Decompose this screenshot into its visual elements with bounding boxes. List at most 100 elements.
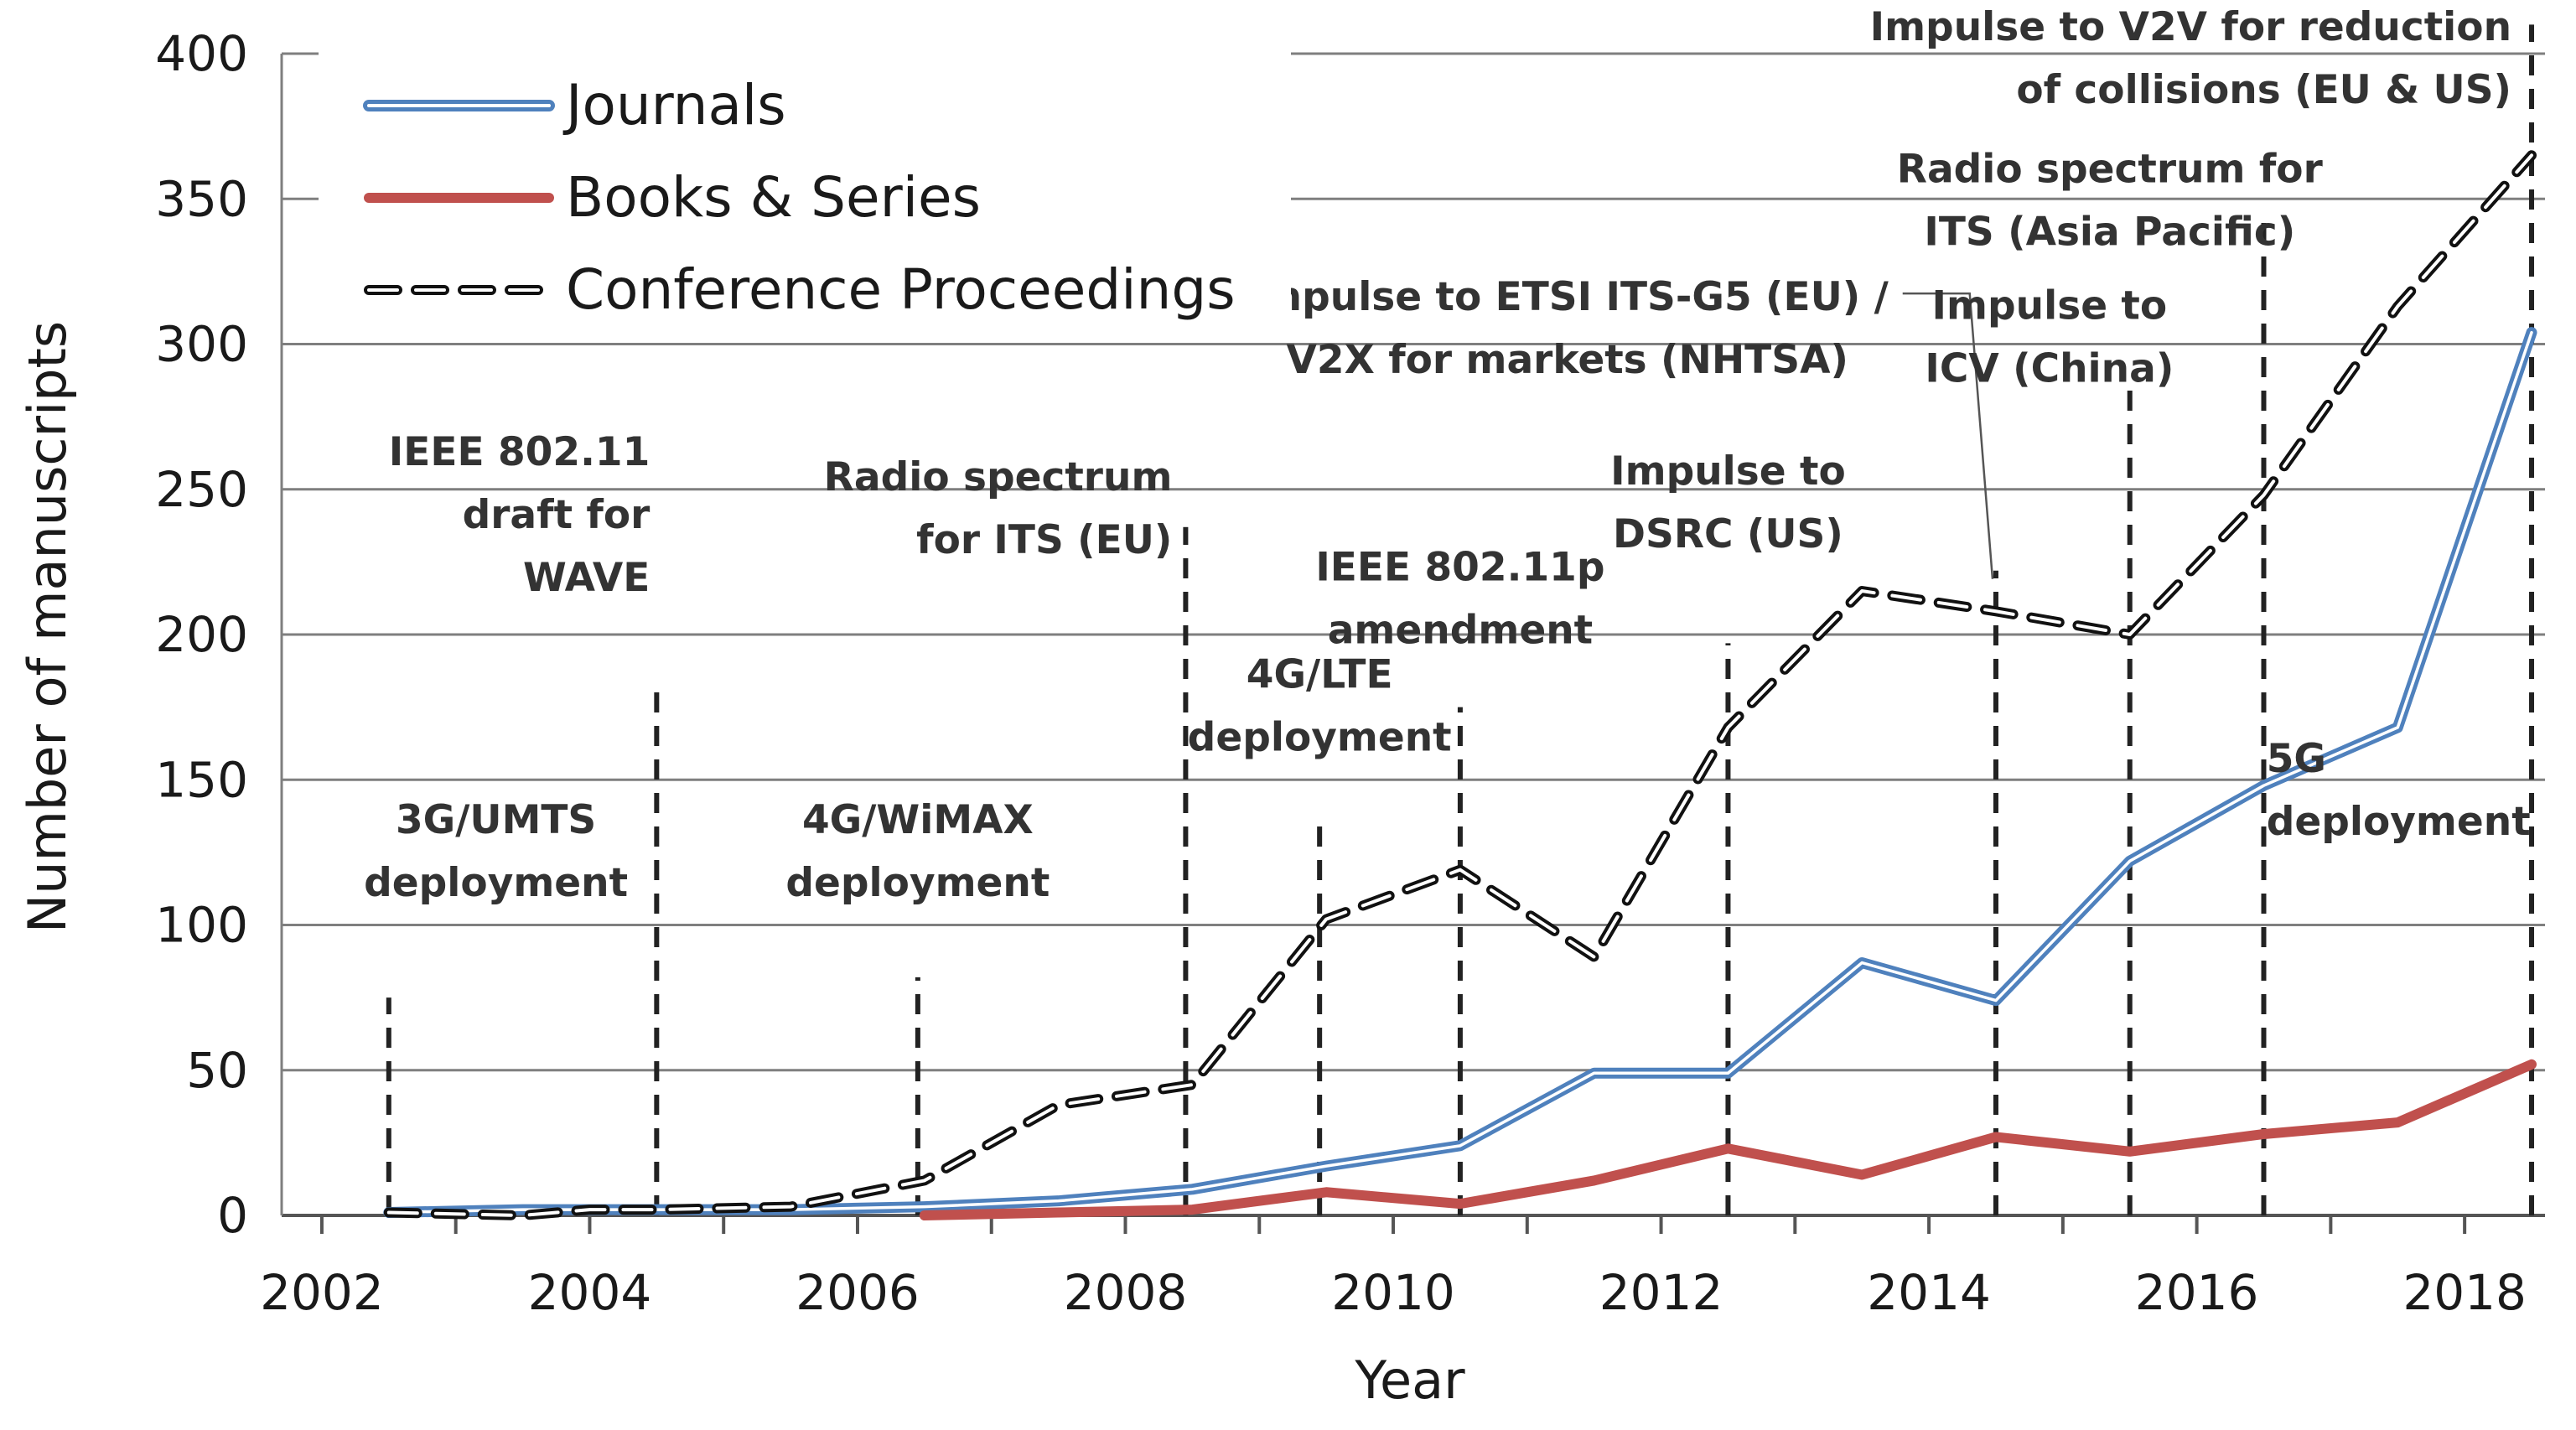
y-tick-label: 250 (155, 461, 248, 518)
data-point (1591, 1177, 1598, 1184)
data-point (1323, 1189, 1329, 1195)
event-label: 5G (2267, 736, 2326, 782)
event-label: of collisions (EU & US) (2016, 67, 2511, 113)
series-layer (383, 150, 2537, 1220)
legend-label-books: Books & Series (566, 165, 981, 230)
data-point (1323, 916, 1329, 923)
event-label: 3G/UMTS (396, 797, 596, 843)
data-point (1858, 588, 1865, 594)
data-point (1189, 1206, 1195, 1213)
event-label: for ITS (EU) (916, 517, 1172, 563)
event-label: deployment (1188, 715, 1452, 761)
x-axis-title: Year (1354, 1350, 1465, 1411)
event-label: V2X for markets (NHTSA) (1287, 337, 1848, 383)
legend-label-journals: Journals (562, 73, 786, 137)
data-point (1189, 1081, 1195, 1088)
event-label: Impulse to V2V for reduction (1870, 4, 2511, 50)
data-point (1591, 1070, 1598, 1076)
data-point (921, 1204, 928, 1210)
legend-label-conferences: Conference Proceedings (566, 257, 1236, 322)
axis-layer: 0 50 100 150 200 250 300 350 400 2002 2004 2006 2008… (155, 25, 2527, 1321)
y-tick-label: 300 (155, 316, 248, 373)
legend-item-journals: Journals (363, 73, 786, 137)
data-point (2528, 329, 2535, 336)
data-point (2394, 724, 2401, 731)
data-point (2528, 152, 2535, 158)
data-point (586, 1206, 593, 1213)
data-point (1457, 1142, 1464, 1149)
data-point (2127, 857, 2133, 864)
data-point (1323, 1163, 1329, 1169)
x-tick-label: 2004 (528, 1264, 652, 1321)
data-point (2127, 631, 2133, 638)
y-tick-label: 100 (155, 897, 248, 954)
y-tick-label: 50 (186, 1042, 248, 1099)
data-point (1858, 1171, 1865, 1178)
event-label: deployment (785, 860, 1050, 906)
event-label: Impulse to (1932, 283, 2168, 329)
event-label: IEEE 802.11 (389, 429, 650, 475)
series-line-conferences-inner (386, 153, 2534, 1217)
data-point (2260, 782, 2267, 789)
y-tick-label: 200 (155, 606, 248, 663)
data-point (1993, 608, 1999, 614)
x-tick-label: 2012 (1599, 1264, 1723, 1321)
event-label: draft for (463, 492, 651, 538)
data-point (1724, 1070, 1731, 1076)
data-point (1724, 1145, 1731, 1152)
event-label: deployment (364, 860, 628, 906)
event-label: 4G/LTE (1247, 652, 1393, 698)
event-text-layer: 3G/UMTS deployment IEEE 802.11 draft for WAV… (364, 4, 2531, 906)
event-label: DSRC (US) (1613, 511, 1843, 557)
x-tick-label: 2010 (1331, 1264, 1455, 1321)
data-point (921, 1177, 928, 1184)
x-tick-label: 2002 (260, 1264, 384, 1321)
data-point (1993, 997, 1999, 1004)
data-point (921, 1212, 928, 1219)
y-tick-label: 400 (155, 25, 248, 82)
event-label: Radio spectrum (824, 454, 1173, 500)
data-point (1457, 1200, 1464, 1207)
event-label: Impulse to (1610, 448, 1846, 495)
event-label: deployment (2267, 799, 2531, 845)
x-tick-label: 2016 (2135, 1264, 2259, 1321)
legend-item-conferences: Conference Proceedings (364, 257, 1236, 322)
x-tick-label: 2018 (2402, 1264, 2527, 1321)
data-point (1189, 1186, 1195, 1193)
event-label: amendment (1328, 607, 1593, 653)
data-point (2394, 1119, 2401, 1126)
event-leader-line (1902, 292, 1994, 579)
y-tick-label: 350 (155, 170, 248, 227)
event-label: IEEE 802.11p (1315, 544, 1604, 590)
event-label: Radio spectrum for (1897, 147, 2324, 193)
y-tick-label: 150 (155, 751, 248, 808)
series-line-books (919, 1059, 2537, 1220)
data-point (787, 1204, 794, 1210)
data-point (386, 1210, 392, 1216)
data-point (2528, 1061, 2535, 1068)
data-point (1591, 954, 1598, 961)
x-tick-label: 2008 (1064, 1264, 1188, 1321)
data-point (1724, 724, 1731, 731)
data-point (1858, 960, 1865, 966)
data-point (1993, 1133, 1999, 1140)
data-point (1055, 1210, 1062, 1216)
y-tick-label: 0 (217, 1187, 248, 1244)
event-label: ITS (Asia Pacific) (1924, 210, 2295, 256)
data-point (1055, 1198, 1062, 1205)
data-point (520, 1212, 526, 1219)
data-point (2127, 1148, 2133, 1155)
data-point (653, 1206, 660, 1213)
event-layer (386, 24, 2535, 1215)
event-label: 4G/WiMAX (802, 797, 1034, 843)
data-point (520, 1206, 526, 1213)
x-tick-label: 2014 (1867, 1264, 1991, 1321)
data-point (1457, 867, 1464, 873)
legend: Journals Books & Series Conference Proce… (319, 50, 1291, 335)
event-label: Impulse to ETSI ITS-G5 (EU) / (1247, 274, 1889, 320)
data-point (2260, 1131, 2267, 1137)
x-tick-label: 2006 (796, 1264, 920, 1321)
y-axis-title: Number of manuscripts (17, 321, 78, 933)
event-label: WAVE (523, 555, 650, 601)
